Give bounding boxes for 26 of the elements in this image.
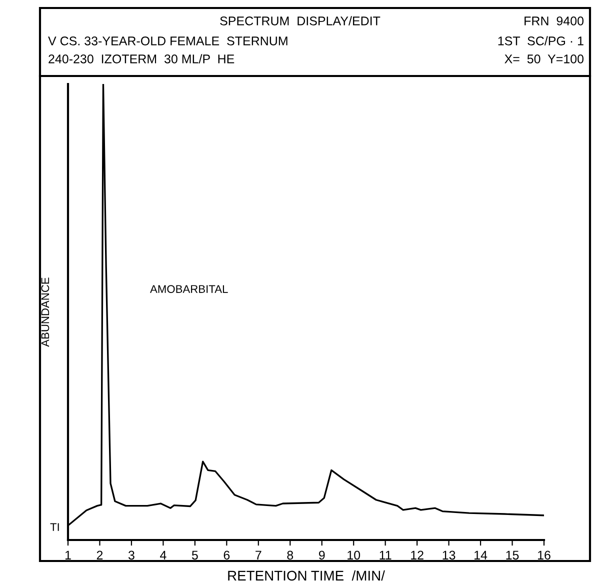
x-tick-label: 15	[506, 550, 519, 560]
text: 1ST SC/PG · 1	[498, 36, 584, 46]
x-tick-label: 2	[96, 550, 103, 560]
x-tick-label: 9	[318, 550, 325, 560]
x-tick-label: 3	[128, 550, 134, 560]
x-tick-label: 10	[348, 550, 360, 560]
annotation: AMOBARBITAL	[150, 285, 228, 293]
x-tick-label: 13	[442, 550, 456, 560]
x-axis-title: RETENTION TIME /MIN/	[228, 570, 385, 581]
x-tick-label: 6	[224, 550, 230, 560]
x-tick-label: 8	[287, 550, 294, 560]
x-tick-label: 4	[160, 550, 166, 560]
x-tick-label: 16	[538, 550, 550, 560]
text: FRN 9400	[524, 16, 584, 26]
text: 240-230 IZOTERM 30 ML/P HE	[48, 54, 234, 64]
x-tick-label: 5	[192, 550, 198, 560]
x-tick-label: 14	[474, 550, 488, 560]
chart-title: SPECTRUM DISPLAY/EDIT	[220, 16, 380, 26]
x-tick-label: 7	[256, 550, 262, 560]
text: TI	[50, 523, 59, 531]
y-axis-title: ABUNDANCE	[41, 278, 50, 347]
text: V CS. 33-YEAR-OLD FEMALE STERNUM	[48, 36, 288, 46]
text: X= 50 Y=100	[504, 54, 584, 64]
x-tick-label: 11	[380, 550, 392, 560]
x-tick-label: 1	[65, 550, 71, 560]
x-tick-label: 12	[411, 550, 424, 560]
